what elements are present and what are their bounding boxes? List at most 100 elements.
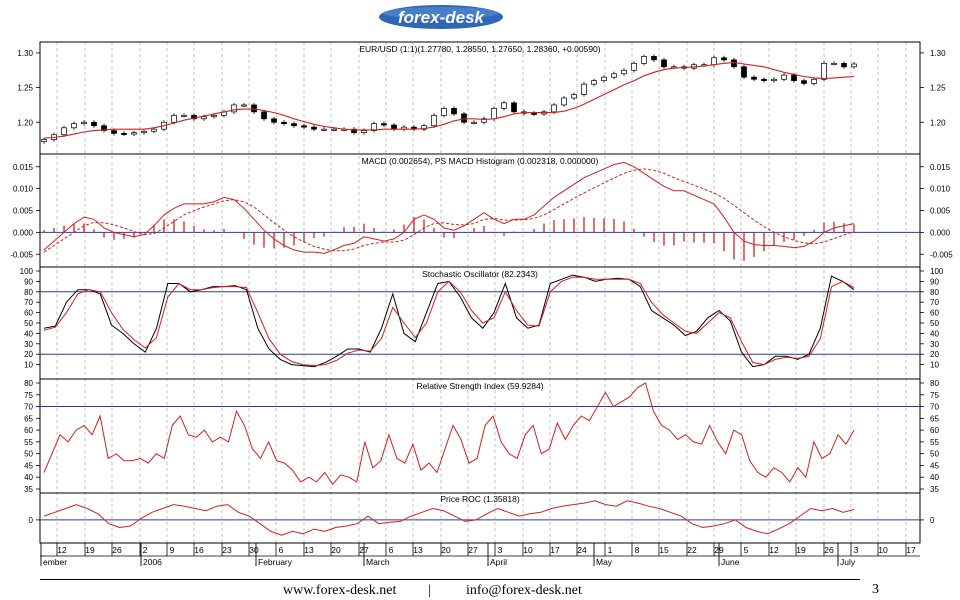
rsi-y-tick-label-left: 55 <box>24 438 33 447</box>
macd-y-tick-label-left: 0.015 <box>13 163 34 172</box>
candle-body <box>101 125 107 131</box>
x-day-label: 17 <box>550 545 560 555</box>
x-axis: 12 19 26 2 9 16 23 30 6 13 20 27 6 13 20 27 3 10 17 24 1 8 15 2… <box>40 543 920 567</box>
stochastic-y-tick-label-left: 100 <box>20 267 34 276</box>
candle-body <box>721 57 727 61</box>
x-day-label: 20 <box>441 545 451 555</box>
x-day-label: 12 <box>769 545 779 555</box>
rsi-y-tick-label-right: 45 <box>930 461 939 470</box>
candle-body <box>851 63 857 68</box>
stochastic-y-tick-label-right: 70 <box>930 298 939 307</box>
macd-y-tick-label-right: 0.000 <box>930 228 951 237</box>
rsi-y-tick-label-right: 55 <box>930 438 939 447</box>
x-day-label: 10 <box>878 545 888 555</box>
candle-body <box>711 57 717 66</box>
candle-body <box>451 108 457 115</box>
candle-body <box>131 132 137 135</box>
x-day-label: 6 <box>279 545 284 555</box>
roc-y-tick-label-left: 0 <box>29 516 34 525</box>
candle-body <box>581 83 587 95</box>
stochastic-y-tick-label-left: 10 <box>24 361 33 370</box>
price-y-tick-label-left: 1.20 <box>17 118 33 127</box>
x-day-label: 10 <box>523 545 533 555</box>
price-panel-title: EUR/USD (1:1)(1.27780, 1.28550, 1.27650,… <box>359 44 600 54</box>
rsi-y-tick-label-left: 35 <box>24 485 33 494</box>
x-day-label: 26 <box>112 545 122 555</box>
candle-body <box>741 66 747 78</box>
candle-body <box>571 94 577 99</box>
candle-body <box>181 114 187 117</box>
stochastic-k-line <box>43 274 855 368</box>
footer-email-link[interactable]: info@forex-desk.net <box>466 583 582 598</box>
price-y-tick-label-right: 1.30 <box>930 49 946 58</box>
candle-body <box>771 78 777 82</box>
rsi-y-tick-label-left: 40 <box>24 473 33 482</box>
x-day-label: 1 <box>608 545 613 555</box>
candle-body <box>111 130 117 134</box>
candle-body <box>501 102 507 109</box>
tick-layer: 1.30 1.30 1.25 1.25 1.20 1.20 0.015 0.015 0.010 0… <box>10 49 953 525</box>
candle-body <box>321 128 327 131</box>
x-day-label: 27 <box>468 545 478 555</box>
candle-body <box>511 102 517 113</box>
candle-body <box>281 121 287 125</box>
candle-body <box>801 80 807 84</box>
roc-line <box>43 500 855 536</box>
candle-body <box>751 76 757 80</box>
page-number: 3 <box>872 582 879 597</box>
price-y-tick-label-right: 1.20 <box>930 118 946 127</box>
x-day-label: 12 <box>57 545 67 555</box>
macd-y-tick-label-right: 0.005 <box>930 207 951 216</box>
rsi-y-tick-label-right: 65 <box>930 414 939 423</box>
stochastic-y-tick-label-left: 70 <box>24 298 33 307</box>
candle-body <box>211 114 217 118</box>
candle-body <box>601 76 607 82</box>
x-day-label: 22 <box>687 545 697 555</box>
candle-body <box>391 124 397 130</box>
candle-body <box>611 73 617 78</box>
stochastic-panel-title: Stochastic Oscillator (82.2343) <box>422 269 538 279</box>
x-month-label: July <box>840 557 856 567</box>
candle-body <box>481 118 487 123</box>
rsi-y-tick-label-right: 80 <box>930 379 939 388</box>
x-month-label: March <box>366 557 390 567</box>
x-day-label: 17 <box>906 545 916 555</box>
candle-body <box>141 130 147 134</box>
candle-body <box>561 97 567 106</box>
candle-body <box>551 104 557 113</box>
candle-body <box>331 128 337 131</box>
candle-body <box>661 59 667 68</box>
macd-signal-line <box>43 168 855 253</box>
x-day-label: 16 <box>194 545 204 555</box>
rsi-y-tick-label-left: 65 <box>24 414 33 423</box>
stochastic-y-tick-label-left: 50 <box>24 319 33 328</box>
candle-body <box>231 104 237 113</box>
price-y-tick-label-left: 1.25 <box>17 84 33 93</box>
rsi-y-tick-label-left: 45 <box>24 461 33 470</box>
x-day-label: 23 <box>222 545 232 555</box>
rsi-y-tick-label-left: 60 <box>24 426 33 435</box>
x-day-label: 9 <box>170 545 175 555</box>
candle-body <box>491 108 497 120</box>
rsi-y-tick-label-right: 40 <box>930 473 939 482</box>
x-day-label: 3 <box>498 545 503 555</box>
stochastic-y-tick-label-left: 60 <box>24 309 33 318</box>
candle-body <box>41 139 47 143</box>
stochastic-y-tick-label-right: 10 <box>930 361 939 370</box>
forex-chart: EUR/USD (1:1)(1.27780, 1.28550, 1.27650,… <box>10 41 953 567</box>
panel-frame <box>39 492 921 544</box>
rsi-line <box>43 382 855 486</box>
moving-average-line <box>43 62 855 139</box>
candle-body <box>241 104 247 107</box>
x-day-label: 13 <box>304 545 314 555</box>
price-y-tick-label-right: 1.25 <box>930 84 946 93</box>
macd-y-tick-label-right: -0.005 <box>930 250 953 259</box>
footer-rule <box>40 579 860 580</box>
x-month-label: May <box>596 557 613 567</box>
series-layer <box>40 54 920 536</box>
stochastic-d-line <box>43 276 855 367</box>
rsi-y-tick-label-left: 50 <box>24 450 33 459</box>
candle-body <box>421 125 427 130</box>
x-day-label: 30 <box>249 545 259 555</box>
footer-website-link[interactable]: www.forex-desk.net <box>283 583 397 598</box>
